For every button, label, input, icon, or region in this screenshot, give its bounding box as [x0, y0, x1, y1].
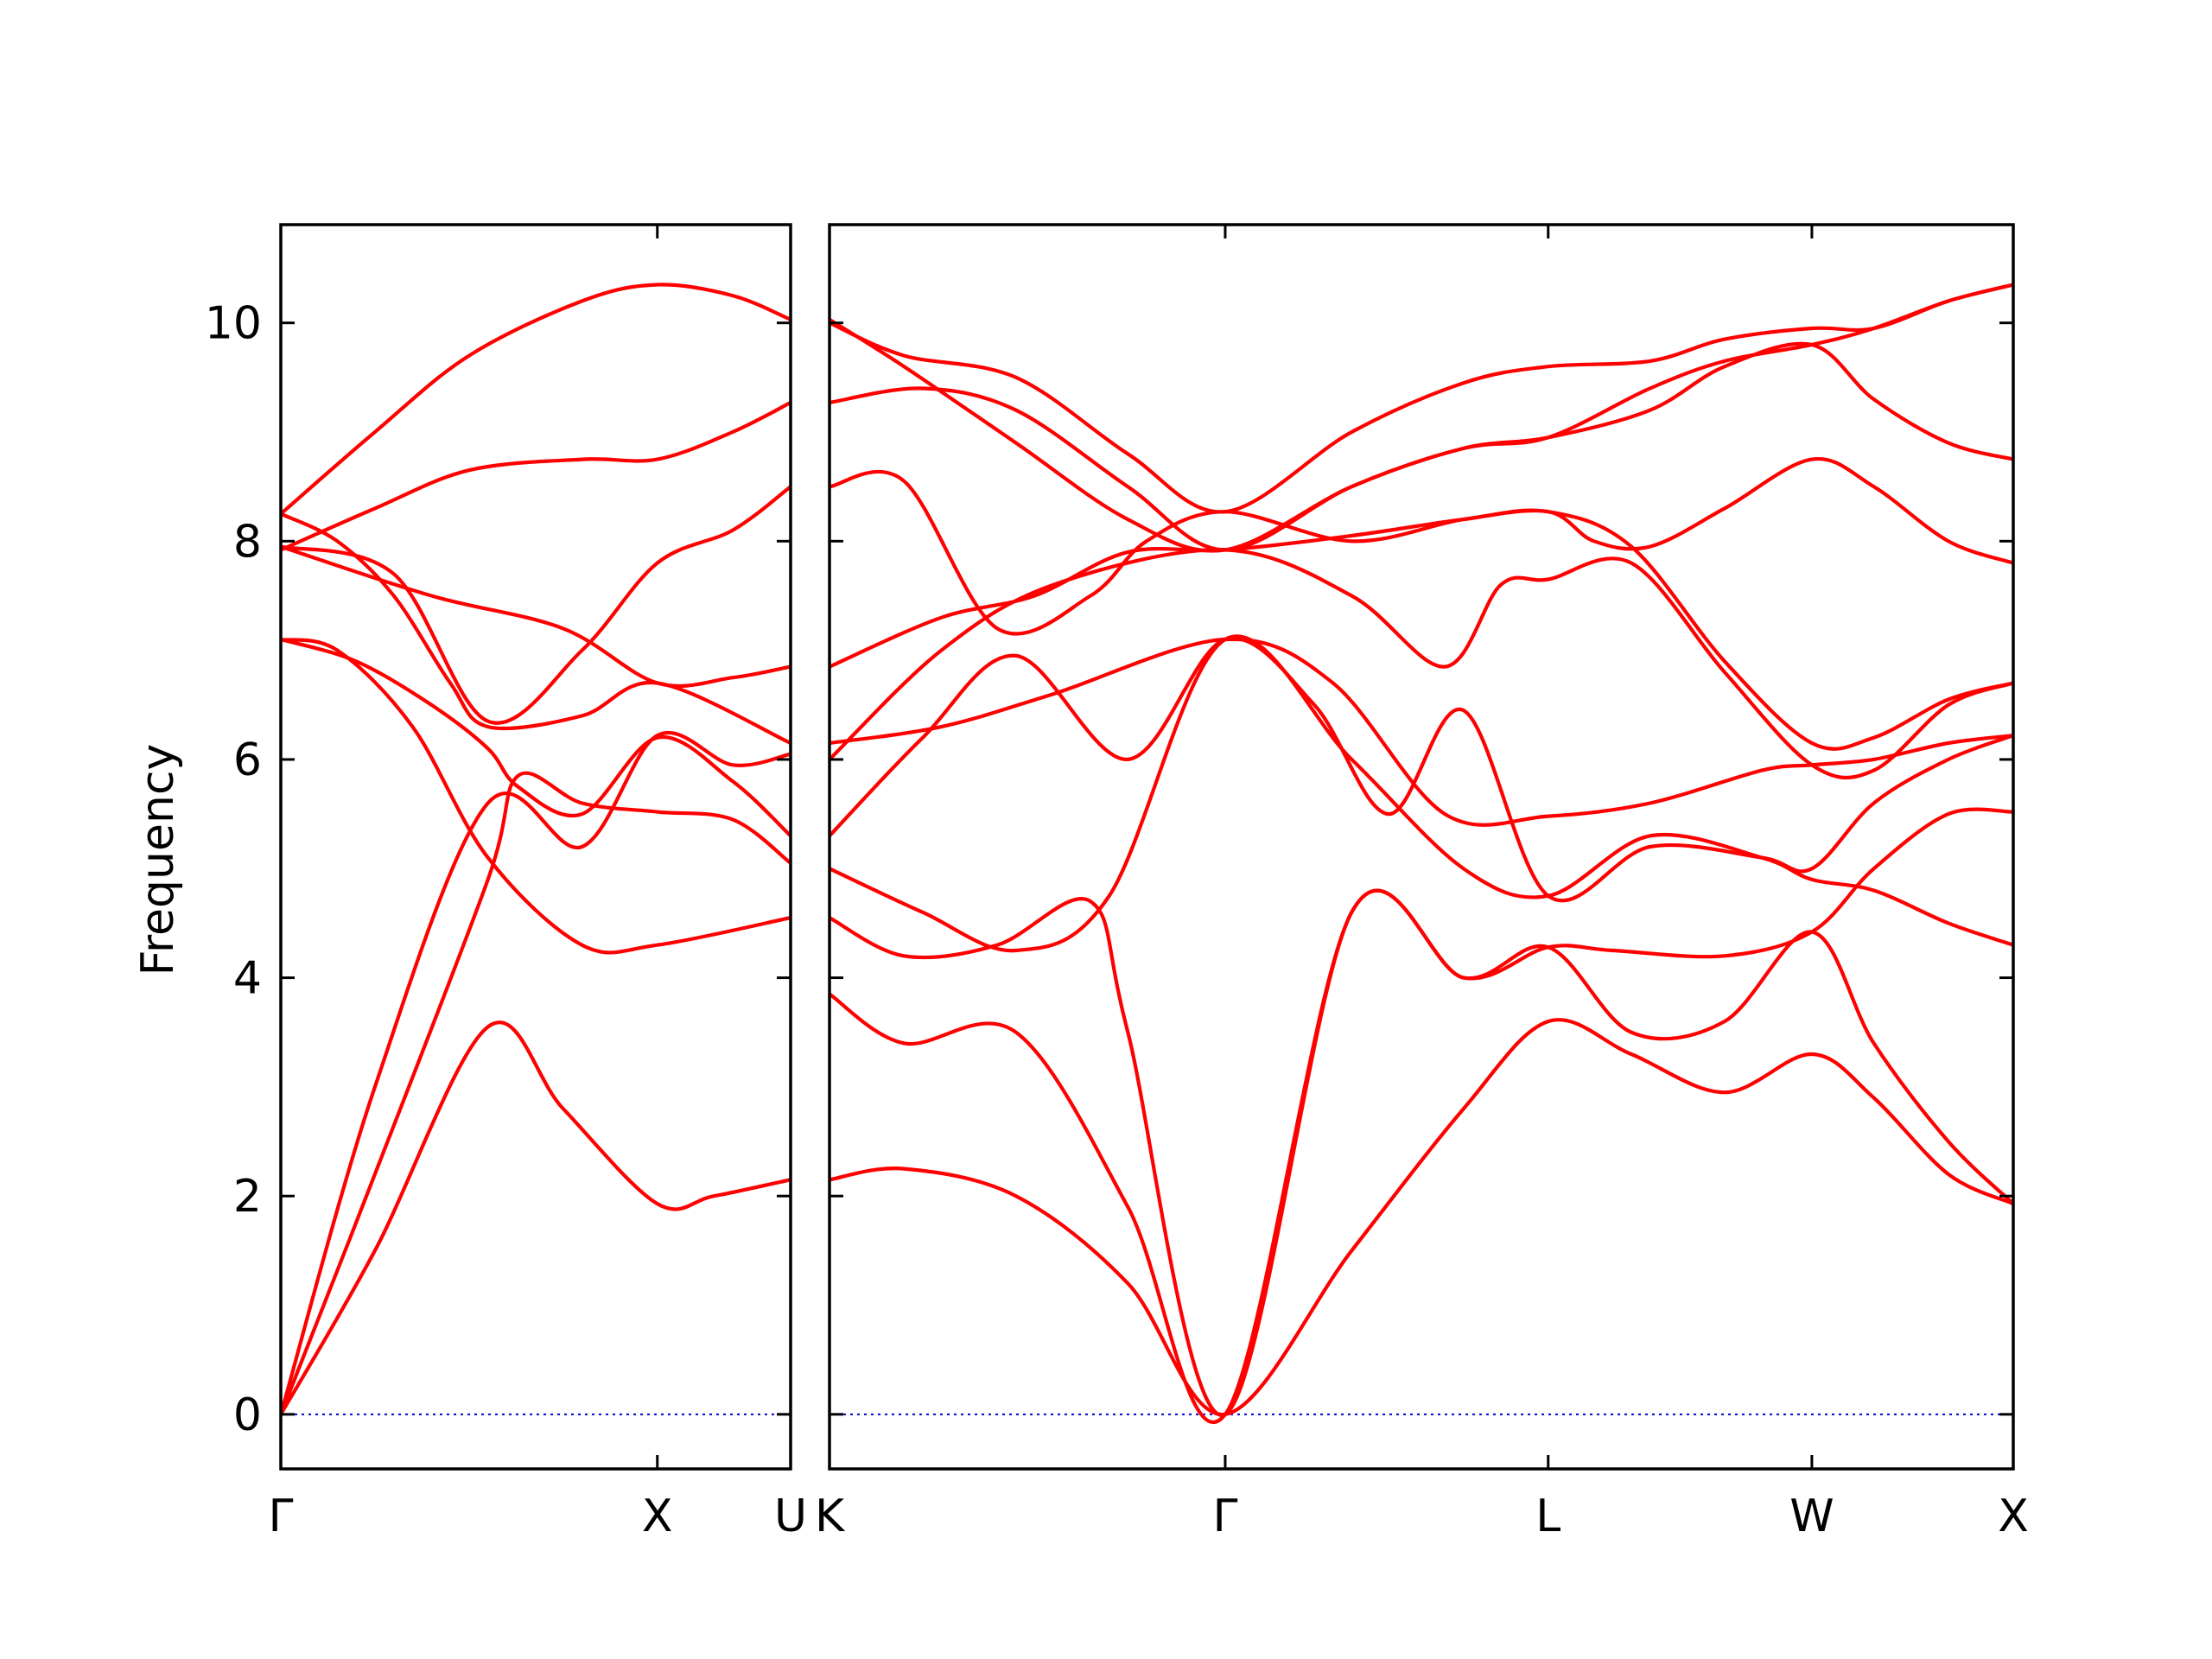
band-right-7	[830, 548, 2013, 780]
band-right-1	[830, 1018, 2013, 1416]
band-left-6	[281, 485, 791, 725]
x-tick-label-left: Γ	[269, 1491, 294, 1542]
band-right-12	[830, 283, 2013, 514]
band-right-4	[830, 634, 2013, 953]
axes-frame-right	[828, 223, 2015, 1471]
x-tick-label-left: X	[642, 1491, 673, 1542]
x-tick-label-left: U	[774, 1491, 807, 1542]
y-tick-label: 4	[233, 953, 262, 1005]
x-tick-label-right: Γ	[1212, 1491, 1237, 1542]
band-left-1	[281, 1020, 791, 1416]
band-left-10	[281, 283, 791, 516]
band-right-2	[830, 888, 2013, 1424]
band-left-8	[281, 512, 791, 746]
y-tick-label: 2	[233, 1171, 262, 1223]
y-axis-label: Frequency	[132, 744, 184, 976]
band-right-3	[830, 807, 2013, 1417]
band-left-2	[281, 771, 791, 1416]
y-tick-label: 0	[233, 1389, 262, 1441]
band-right-9	[830, 456, 2013, 636]
axes-layer: 0 2 4 6 8 10 Γ X U K Γ L W X	[205, 223, 2029, 1542]
y-tick-label: 6	[233, 734, 262, 786]
band-right-8	[830, 508, 2013, 751]
axes-frame-left	[279, 223, 792, 1471]
band-left-7	[281, 544, 791, 689]
band-left-4	[281, 637, 791, 955]
y-tick-label: 10	[205, 298, 262, 350]
x-tick-label-right: K	[815, 1491, 846, 1542]
x-tick-label-right: X	[1998, 1491, 2029, 1542]
x-tick-label-right: W	[1789, 1491, 1834, 1542]
panel-left-plot-area	[281, 283, 791, 1416]
x-tick-label-right: L	[1535, 1491, 1560, 1542]
panel-right-plot-area	[830, 283, 2013, 1424]
band-left-5	[281, 637, 791, 838]
band-left-3	[281, 731, 791, 1416]
band-left-9	[281, 400, 791, 552]
band-right-11	[830, 283, 2013, 553]
band-right-5	[830, 636, 2013, 903]
y-tick-label: 8	[233, 516, 262, 568]
band-right-6	[830, 637, 2013, 827]
